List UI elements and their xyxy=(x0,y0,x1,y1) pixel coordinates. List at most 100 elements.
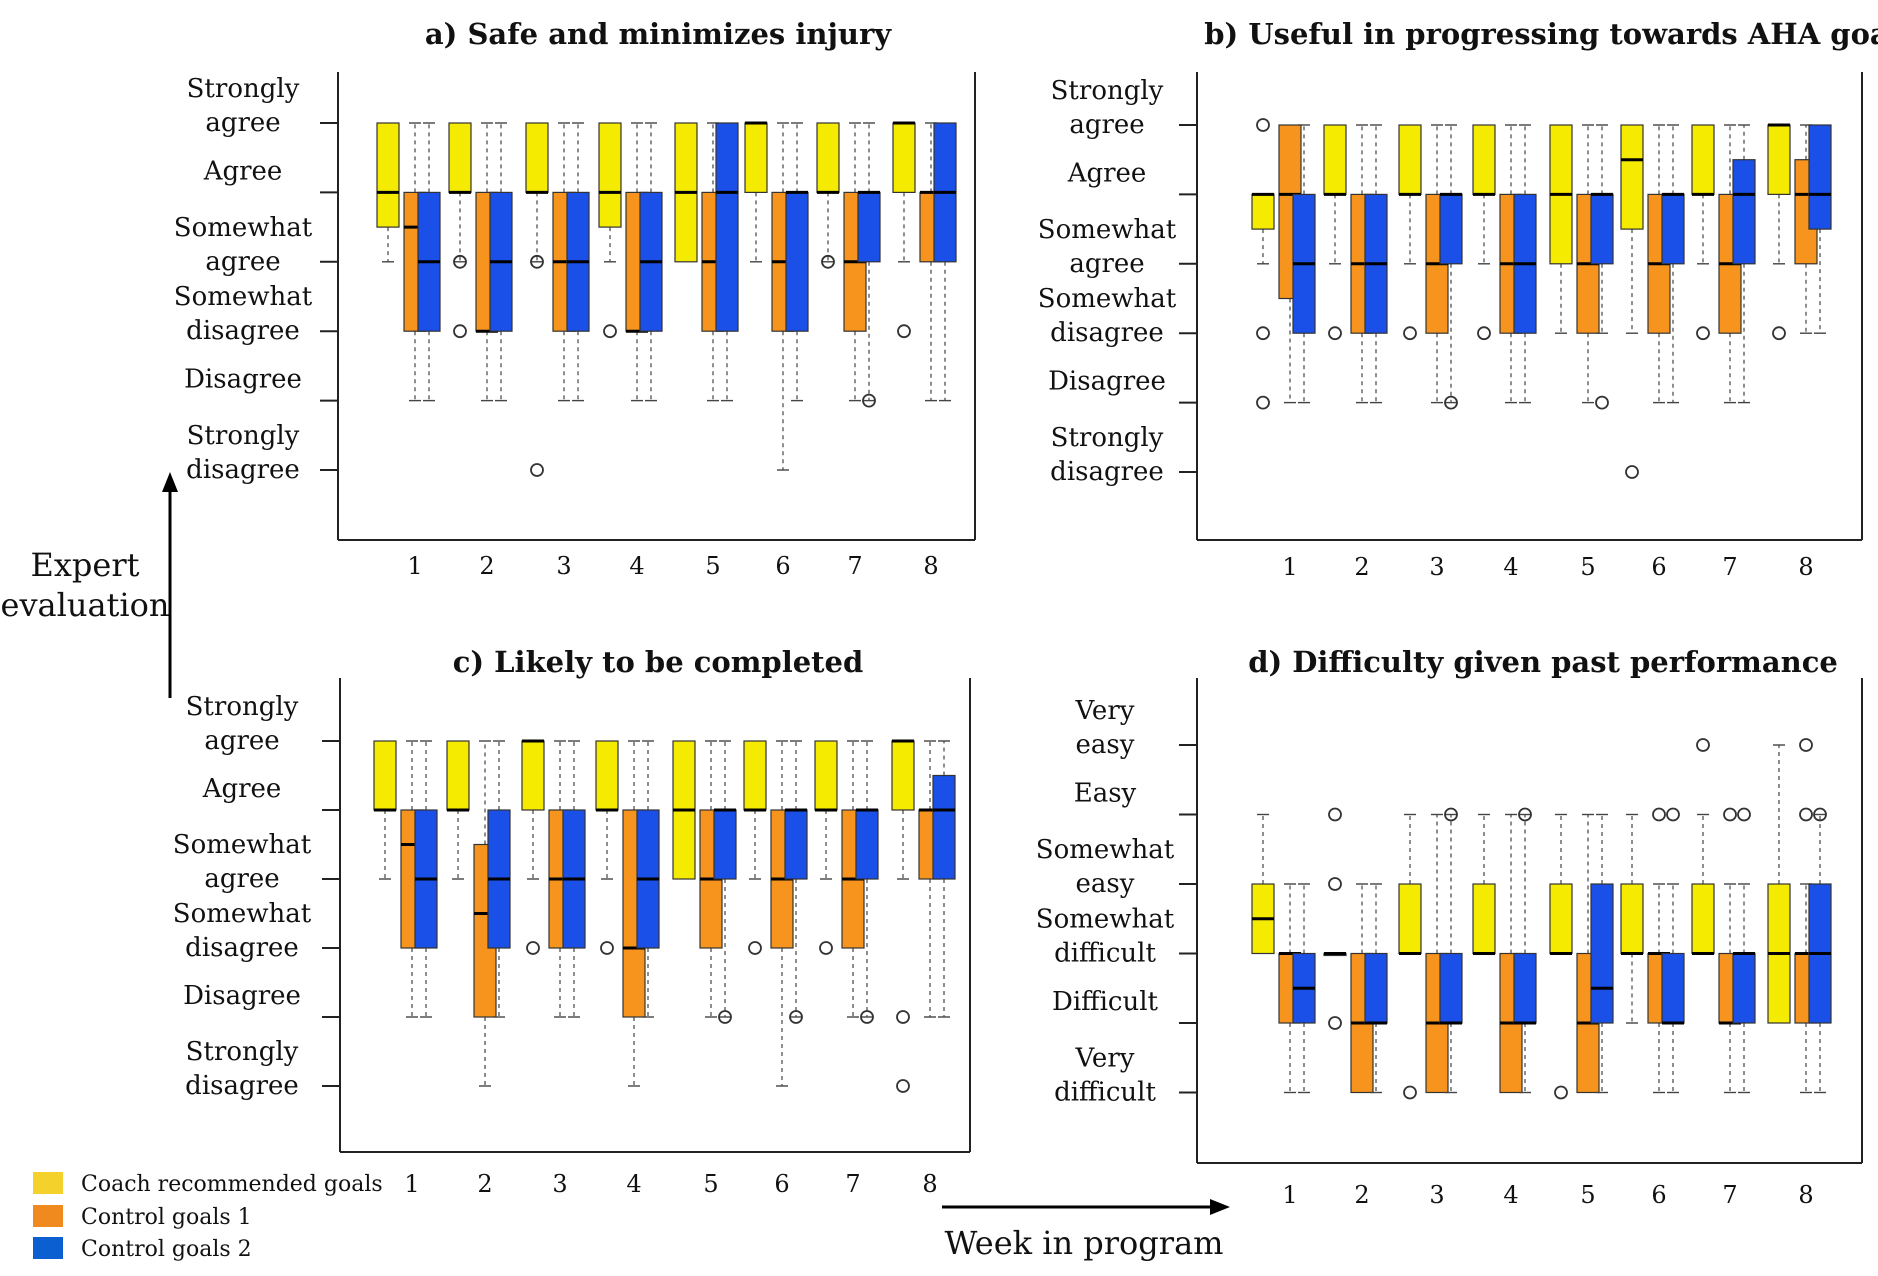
y-tick-label: difficult xyxy=(1054,939,1156,969)
box-body xyxy=(525,122,549,194)
x-tick-label: 8 xyxy=(922,1170,937,1198)
box-coach-week-8 xyxy=(1767,744,1791,1024)
outlier-point xyxy=(1652,807,1666,822)
outlier-point xyxy=(789,1010,803,1024)
legend-label: Control goals 2 xyxy=(81,1237,252,1262)
box-control2-week-5 xyxy=(713,740,737,1024)
legend-item-coach: Coach recommended goals xyxy=(33,1172,383,1197)
box-control2-week-1 xyxy=(417,122,441,402)
y-tick-label: Strongly xyxy=(186,692,299,722)
box-coach-week-2 xyxy=(1323,124,1347,341)
legend-swatch xyxy=(33,1172,63,1194)
box-body xyxy=(1732,952,1756,1024)
box-body xyxy=(1364,952,1388,1024)
outlier-point xyxy=(1403,1085,1417,1100)
box-body xyxy=(1808,124,1832,230)
box-control2-week-6 xyxy=(785,122,809,402)
panel-d: d) Difficulty given past performance Very… xyxy=(1036,645,1863,1209)
y-tick-label: agree xyxy=(204,864,279,894)
box-body xyxy=(1590,193,1614,265)
x-tick-label: 6 xyxy=(774,1170,789,1198)
x-tick-label: 1 xyxy=(407,552,422,580)
x-tick-label: 2 xyxy=(479,552,494,580)
panel-title: b) Useful in progressing towards AHA goa… xyxy=(1204,17,1878,51)
box-control2-week-2 xyxy=(487,740,511,1018)
legend-item-control1: Control goals 1 xyxy=(33,1205,252,1230)
outlier-point xyxy=(1256,326,1270,341)
box-body xyxy=(521,740,545,811)
box-coach-week-5 xyxy=(672,740,696,880)
box-control2-week-1 xyxy=(1292,883,1316,1094)
box-control2-week-4 xyxy=(1513,807,1537,1094)
x-tick-label: 8 xyxy=(923,552,938,580)
outlier-point xyxy=(1737,807,1751,822)
x-tick-label: 4 xyxy=(1503,553,1518,581)
outlier-point xyxy=(1328,807,1342,822)
x-tick-label: 7 xyxy=(845,1170,860,1198)
outlier-point xyxy=(1477,326,1491,341)
box-control2-week-7 xyxy=(1732,807,1756,1094)
box-control1-week-6 xyxy=(1647,807,1671,1094)
outlier-point xyxy=(1518,807,1532,822)
box-body xyxy=(446,740,470,811)
box-body xyxy=(1549,883,1573,955)
x-tick-label: 4 xyxy=(626,1170,641,1198)
x-tick-label: 3 xyxy=(556,552,571,580)
box-body xyxy=(1691,124,1715,196)
y-tick-label: disagree xyxy=(185,933,299,963)
y-tick-label: Agree xyxy=(1067,158,1147,188)
box-coach-week-1 xyxy=(376,122,400,263)
box-body xyxy=(595,740,619,811)
box-body xyxy=(1767,124,1791,196)
y-tick-label: Somewhat xyxy=(174,213,313,243)
outlier-point xyxy=(1444,807,1458,822)
x-tick-label: 4 xyxy=(1503,1181,1518,1209)
outlier-point xyxy=(896,1079,910,1093)
x-tick-label: 7 xyxy=(1722,1181,1737,1209)
box-coach-week-4 xyxy=(1472,124,1496,341)
x-tick-label: 5 xyxy=(703,1170,718,1198)
box-coach-week-3 xyxy=(521,739,545,955)
outlier-point xyxy=(718,1010,732,1024)
box-control2-week-5 xyxy=(715,122,739,402)
y-axis-title-line-1: Expert xyxy=(31,546,140,584)
x-tick-label: 3 xyxy=(1429,553,1444,581)
outlier-point xyxy=(453,254,467,269)
x-tick-label: 1 xyxy=(1282,553,1297,581)
box-control2-week-8 xyxy=(933,122,957,402)
y-tick-label: Disagree xyxy=(184,365,302,395)
box-coach-week-1 xyxy=(1251,118,1275,410)
box-body xyxy=(785,191,809,332)
outlier-point xyxy=(1696,738,1710,752)
box-coach-week-6 xyxy=(1620,124,1644,479)
box-control2-week-2 xyxy=(1364,883,1388,1094)
y-tick-label: Somewhat xyxy=(1038,215,1177,245)
box-body xyxy=(1732,159,1756,265)
x-tick-label: 5 xyxy=(1580,1181,1595,1209)
outlier-point xyxy=(1799,807,1813,822)
y-tick-label: Strongly xyxy=(186,1037,299,1067)
y-tick-label: Somewhat xyxy=(1036,905,1175,935)
y-tick-label: disagree xyxy=(186,455,300,485)
box-body xyxy=(932,774,956,880)
box-control2-week-3 xyxy=(1439,807,1463,1094)
box-control2-week-8 xyxy=(1808,124,1832,334)
box-coach-week-8 xyxy=(892,121,916,339)
box-coach-week-2 xyxy=(1323,807,1347,1030)
y-axis-title-line-2: evaluation xyxy=(1,586,170,624)
outlier-point xyxy=(1625,465,1639,479)
box-body xyxy=(743,740,767,811)
box-control2-week-5 xyxy=(1590,813,1614,1094)
panel-title: d) Difficulty given past performance xyxy=(1248,645,1838,679)
box-control2-week-4 xyxy=(639,122,663,402)
box-body xyxy=(1513,952,1537,1024)
panel-c: c) Likely to be completed Strongly disagre… xyxy=(173,645,971,1198)
box-body xyxy=(1590,883,1614,1024)
y-tick-label: disagree xyxy=(1050,457,1164,487)
box-body xyxy=(1620,124,1644,230)
y-tick-label: Very xyxy=(1075,696,1135,726)
box-coach-week-8 xyxy=(1767,123,1791,341)
y-tick-label: agree xyxy=(204,726,279,756)
box-coach-week-4 xyxy=(598,122,622,339)
